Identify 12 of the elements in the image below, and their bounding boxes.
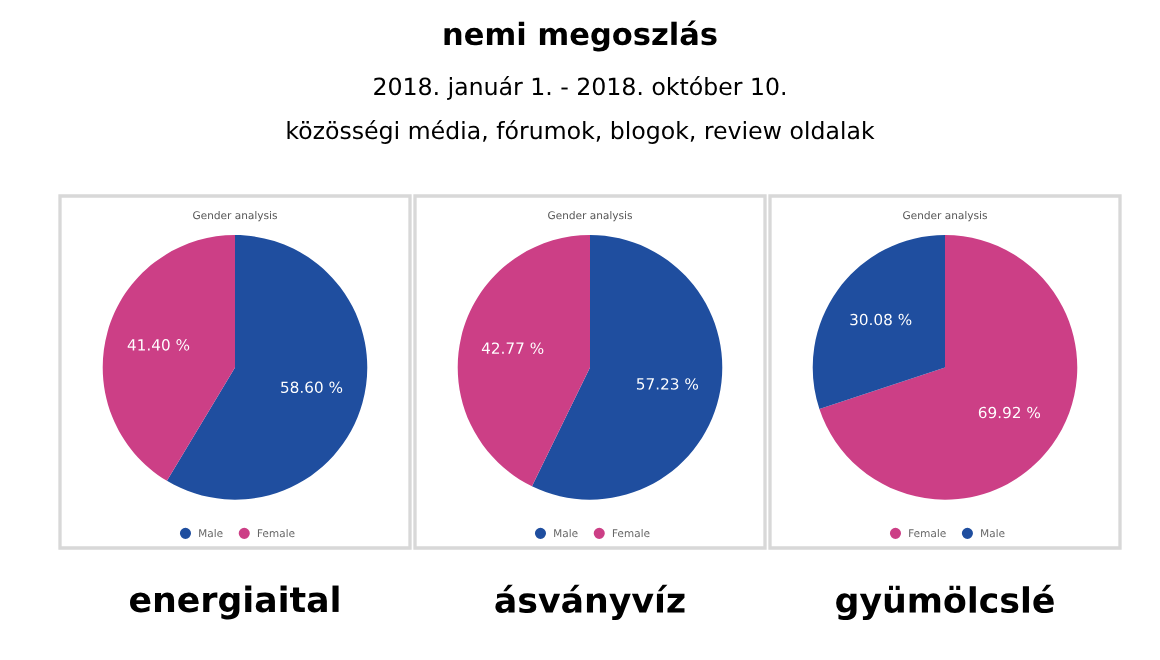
text: 2018. január 1. - 2018. október 10. xyxy=(374,76,785,100)
pie-slice xyxy=(102,235,235,481)
pie-slice xyxy=(531,235,723,500)
text: ásványvíz xyxy=(495,584,685,621)
text: közösségi média, fórumok, blogok, review oldalak xyxy=(287,120,875,144)
pie-slice xyxy=(812,235,945,409)
pie-slice xyxy=(819,235,1078,500)
text: energiaital xyxy=(130,585,339,620)
pie-slice xyxy=(457,235,590,487)
text: gyümölcslé xyxy=(836,584,1054,621)
pie-slice xyxy=(166,235,368,500)
text: nemi megoszlás xyxy=(444,20,717,52)
